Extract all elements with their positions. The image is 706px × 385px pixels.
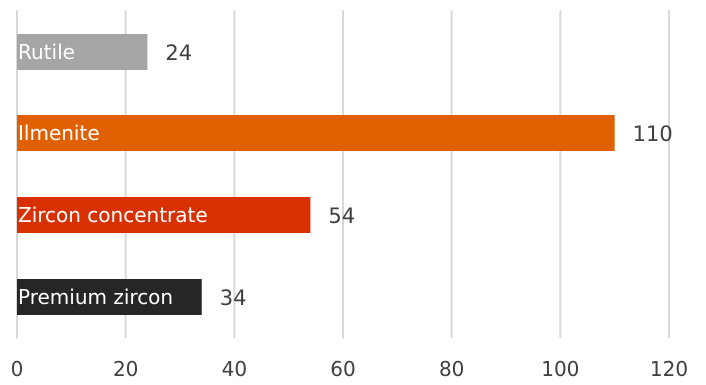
- category-label: Zircon concentrate: [18, 203, 208, 227]
- bar-premium-zircon: [17, 279, 202, 315]
- category-label: Ilmenite: [18, 121, 100, 145]
- x-tick-label: 20: [113, 357, 138, 381]
- value-label: 34: [220, 286, 247, 310]
- category-label: Premium zircon: [18, 285, 173, 309]
- x-axis-ticks: 0 20 40 60 80 100 120: [11, 357, 688, 381]
- bar-ilmenite: [17, 115, 615, 151]
- bar-zircon-concentrate: [17, 197, 311, 233]
- x-tick-label: 40: [222, 357, 247, 381]
- x-tick-label: 0: [11, 357, 24, 381]
- value-label: 24: [165, 41, 192, 65]
- bar-rutile: [17, 34, 148, 70]
- value-label: 54: [328, 204, 355, 228]
- bars: Rutile 24 Ilmenite 110 Zircon concentrate 54 P…: [17, 34, 673, 315]
- x-tick-label: 100: [541, 357, 579, 381]
- value-label: 110: [633, 122, 673, 146]
- category-label: Rutile: [18, 40, 75, 64]
- x-tick-label: 80: [439, 357, 464, 381]
- x-tick-label: 120: [650, 357, 688, 381]
- x-tick-label: 60: [330, 357, 355, 381]
